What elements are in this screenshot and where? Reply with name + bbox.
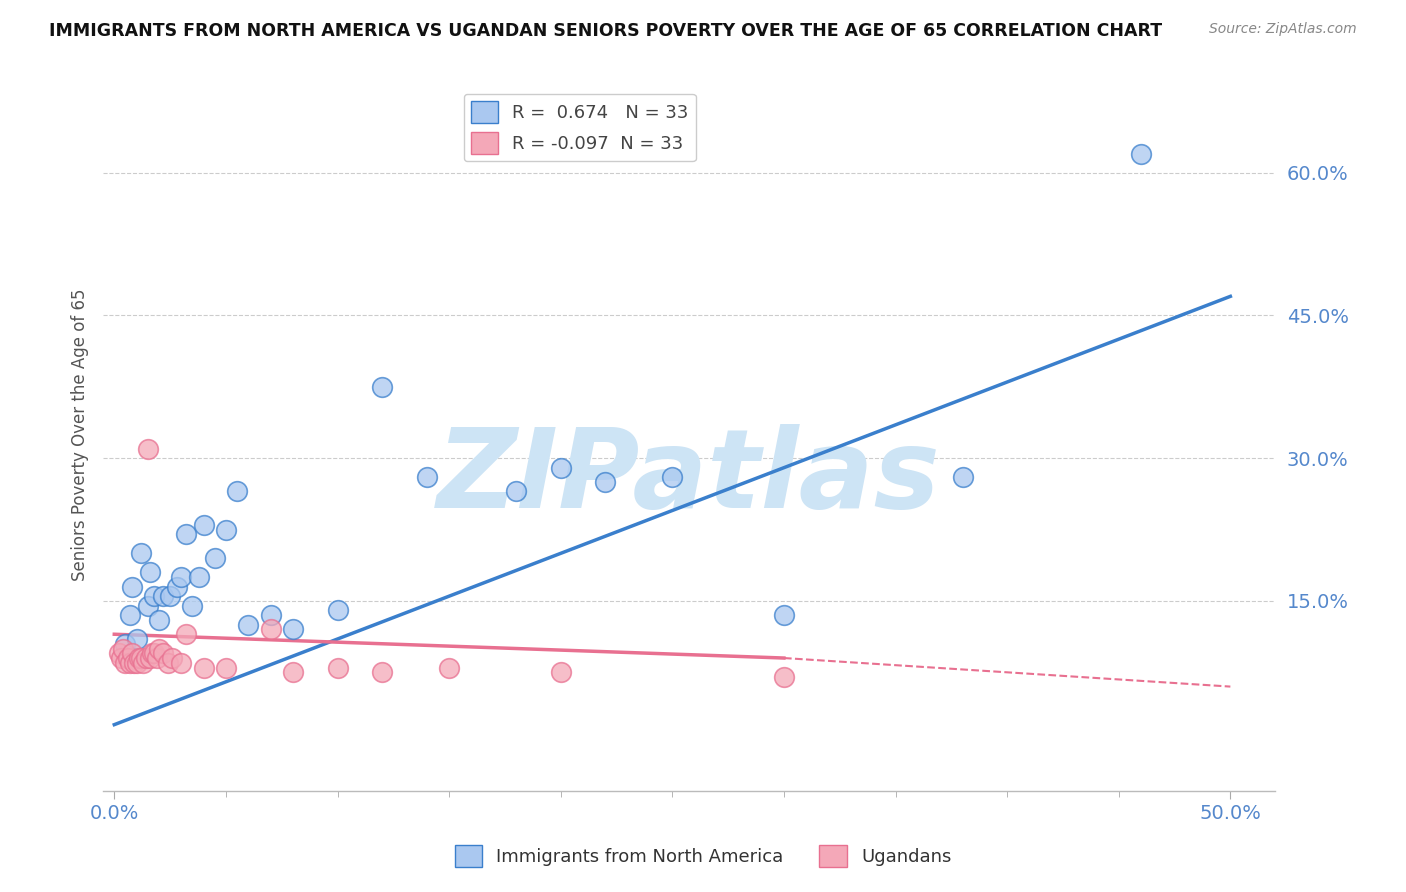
Point <box>371 665 394 680</box>
Point <box>550 665 572 680</box>
Point <box>773 670 796 684</box>
Point <box>112 641 135 656</box>
Point <box>143 589 166 603</box>
Point <box>505 484 527 499</box>
Point <box>162 651 184 665</box>
Point <box>952 470 974 484</box>
Point <box>143 646 166 660</box>
Point <box>259 623 281 637</box>
Point <box>135 651 157 665</box>
Point <box>136 442 159 456</box>
Point <box>174 527 197 541</box>
Point <box>238 617 260 632</box>
Point <box>125 656 148 670</box>
Text: IMMIGRANTS FROM NORTH AMERICA VS UGANDAN SENIORS POVERTY OVER THE AGE OF 65 CORR: IMMIGRANTS FROM NORTH AMERICA VS UGANDAN… <box>49 22 1163 40</box>
Point <box>107 646 129 660</box>
Point <box>371 380 394 394</box>
Point <box>114 656 136 670</box>
Point <box>118 656 141 670</box>
Point <box>159 589 181 603</box>
Text: Source: ZipAtlas.com: Source: ZipAtlas.com <box>1209 22 1357 37</box>
Point <box>148 613 170 627</box>
Point <box>215 660 238 674</box>
Point <box>118 608 141 623</box>
Point <box>326 603 349 617</box>
Point <box>152 589 174 603</box>
Point <box>148 641 170 656</box>
Point <box>129 546 152 560</box>
Point <box>139 651 162 665</box>
Point <box>193 660 215 674</box>
Point <box>110 651 132 665</box>
Legend: Immigrants from North America, Ugandans: Immigrants from North America, Ugandans <box>447 838 959 874</box>
Point <box>125 632 148 646</box>
Point <box>188 570 211 584</box>
Point <box>121 646 143 660</box>
Point <box>281 623 304 637</box>
Point <box>437 660 460 674</box>
Point <box>661 470 683 484</box>
Point <box>326 660 349 674</box>
Point <box>117 651 139 665</box>
Point <box>181 599 204 613</box>
Point <box>416 470 439 484</box>
Point <box>136 599 159 613</box>
Point <box>204 551 226 566</box>
Point <box>170 570 193 584</box>
Point <box>170 656 193 670</box>
Point <box>193 517 215 532</box>
Point <box>281 665 304 680</box>
Point <box>139 566 162 580</box>
Point <box>259 608 281 623</box>
Point <box>129 651 152 665</box>
Point <box>121 580 143 594</box>
Point <box>114 637 136 651</box>
Point <box>132 656 155 670</box>
Point <box>166 580 188 594</box>
Point <box>226 484 249 499</box>
Point <box>156 656 179 670</box>
Point <box>1130 146 1153 161</box>
Point <box>124 656 146 670</box>
Point <box>141 646 163 660</box>
Legend: R =  0.674   N = 33, R = -0.097  N = 33: R = 0.674 N = 33, R = -0.097 N = 33 <box>464 94 696 161</box>
Point <box>174 627 197 641</box>
Y-axis label: Seniors Poverty Over the Age of 65: Seniors Poverty Over the Age of 65 <box>72 288 89 581</box>
Point <box>145 651 167 665</box>
Point <box>595 475 617 489</box>
Text: ZIPatlas: ZIPatlas <box>437 424 941 531</box>
Point <box>215 523 238 537</box>
Point <box>550 460 572 475</box>
Point <box>128 651 150 665</box>
Point <box>152 646 174 660</box>
Point <box>773 608 796 623</box>
